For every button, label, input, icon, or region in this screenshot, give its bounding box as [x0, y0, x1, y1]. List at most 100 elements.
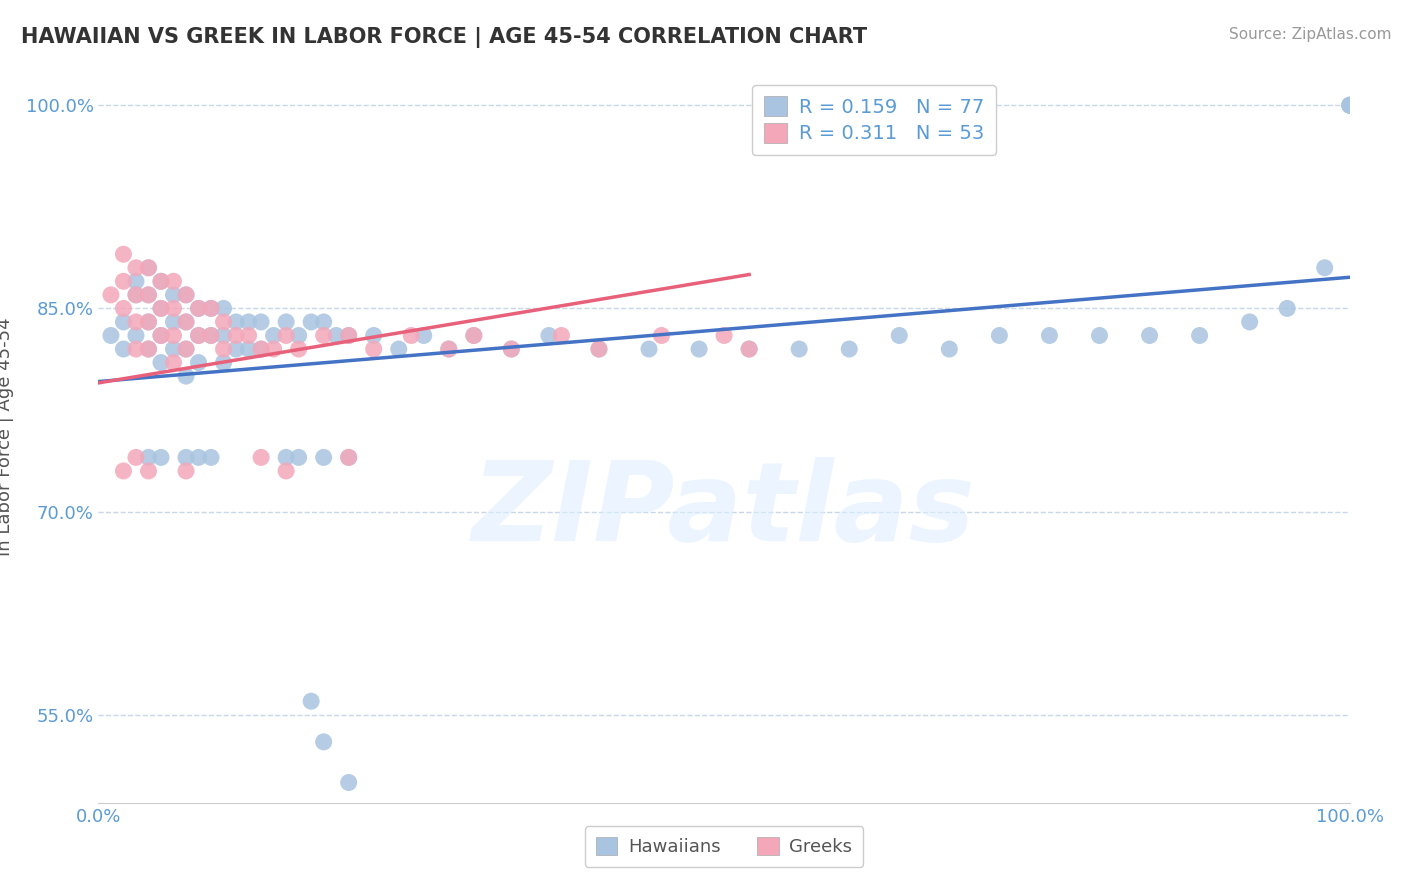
Point [312, 328, 335, 343]
Point [138, 464, 160, 478]
Point [638, 342, 661, 356]
Point [889, 328, 911, 343]
Point [150, 450, 173, 465]
Point [437, 342, 460, 356]
Point [1239, 315, 1261, 329]
Point [200, 328, 222, 343]
Point [1277, 301, 1299, 316]
Point [225, 315, 247, 329]
Point [274, 464, 298, 478]
Point [174, 342, 197, 356]
Point [337, 450, 360, 465]
Point [738, 342, 761, 356]
Point [212, 342, 235, 356]
Point [125, 288, 148, 302]
Point [150, 355, 173, 369]
Point [325, 328, 347, 343]
Point [150, 301, 173, 316]
Point [125, 260, 148, 275]
Point [1339, 98, 1361, 112]
Point [138, 342, 160, 356]
Point [174, 450, 197, 465]
Point [162, 288, 184, 302]
Point [274, 315, 298, 329]
Point [238, 315, 260, 329]
Point [437, 342, 460, 356]
Point [1339, 98, 1361, 112]
Point [337, 775, 360, 789]
Point [138, 288, 160, 302]
Point [312, 450, 335, 465]
Point [112, 274, 135, 288]
Point [713, 328, 735, 343]
Point [187, 301, 209, 316]
Point [100, 328, 122, 343]
Point [501, 342, 523, 356]
Legend: Hawaiians, Greeks: Hawaiians, Greeks [585, 826, 863, 867]
Point [363, 342, 385, 356]
Point [287, 342, 309, 356]
Point [150, 328, 173, 343]
Point [537, 328, 560, 343]
Text: HAWAIIAN VS GREEK IN LABOR FORCE | AGE 45-54 CORRELATION CHART: HAWAIIAN VS GREEK IN LABOR FORCE | AGE 4… [21, 27, 868, 48]
Point [250, 315, 273, 329]
Point [162, 274, 184, 288]
Point [138, 342, 160, 356]
Point [588, 342, 610, 356]
Point [263, 342, 285, 356]
Point [138, 260, 160, 275]
Point [200, 301, 222, 316]
Point [162, 315, 184, 329]
Point [250, 450, 273, 465]
Point [225, 342, 247, 356]
Point [225, 328, 247, 343]
Text: ZIPatlas: ZIPatlas [472, 457, 976, 564]
Point [187, 328, 209, 343]
Point [1339, 98, 1361, 112]
Point [363, 328, 385, 343]
Point [212, 301, 235, 316]
Point [212, 328, 235, 343]
Point [238, 342, 260, 356]
Point [162, 301, 184, 316]
Point [100, 288, 122, 302]
Point [388, 342, 411, 356]
Point [312, 315, 335, 329]
Point [463, 328, 485, 343]
Point [187, 328, 209, 343]
Point [138, 260, 160, 275]
Point [200, 301, 222, 316]
Point [212, 355, 235, 369]
Point [150, 301, 173, 316]
Point [401, 328, 423, 343]
Point [738, 342, 761, 356]
Point [212, 315, 235, 329]
Point [112, 315, 135, 329]
Point [162, 342, 184, 356]
Point [501, 342, 523, 356]
Point [138, 315, 160, 329]
Point [125, 450, 148, 465]
Point [174, 464, 197, 478]
Point [187, 301, 209, 316]
Point [112, 342, 135, 356]
Point [125, 288, 148, 302]
Point [174, 342, 197, 356]
Point [238, 328, 260, 343]
Point [174, 288, 197, 302]
Point [174, 288, 197, 302]
Point [174, 369, 197, 384]
Point [150, 274, 173, 288]
Point [162, 328, 184, 343]
Point [200, 328, 222, 343]
Point [412, 328, 434, 343]
Point [125, 315, 148, 329]
Point [112, 464, 135, 478]
Point [337, 328, 360, 343]
Point [938, 342, 960, 356]
Point [150, 328, 173, 343]
Point [1188, 328, 1211, 343]
Point [125, 328, 148, 343]
Point [688, 342, 710, 356]
Point [1313, 260, 1336, 275]
